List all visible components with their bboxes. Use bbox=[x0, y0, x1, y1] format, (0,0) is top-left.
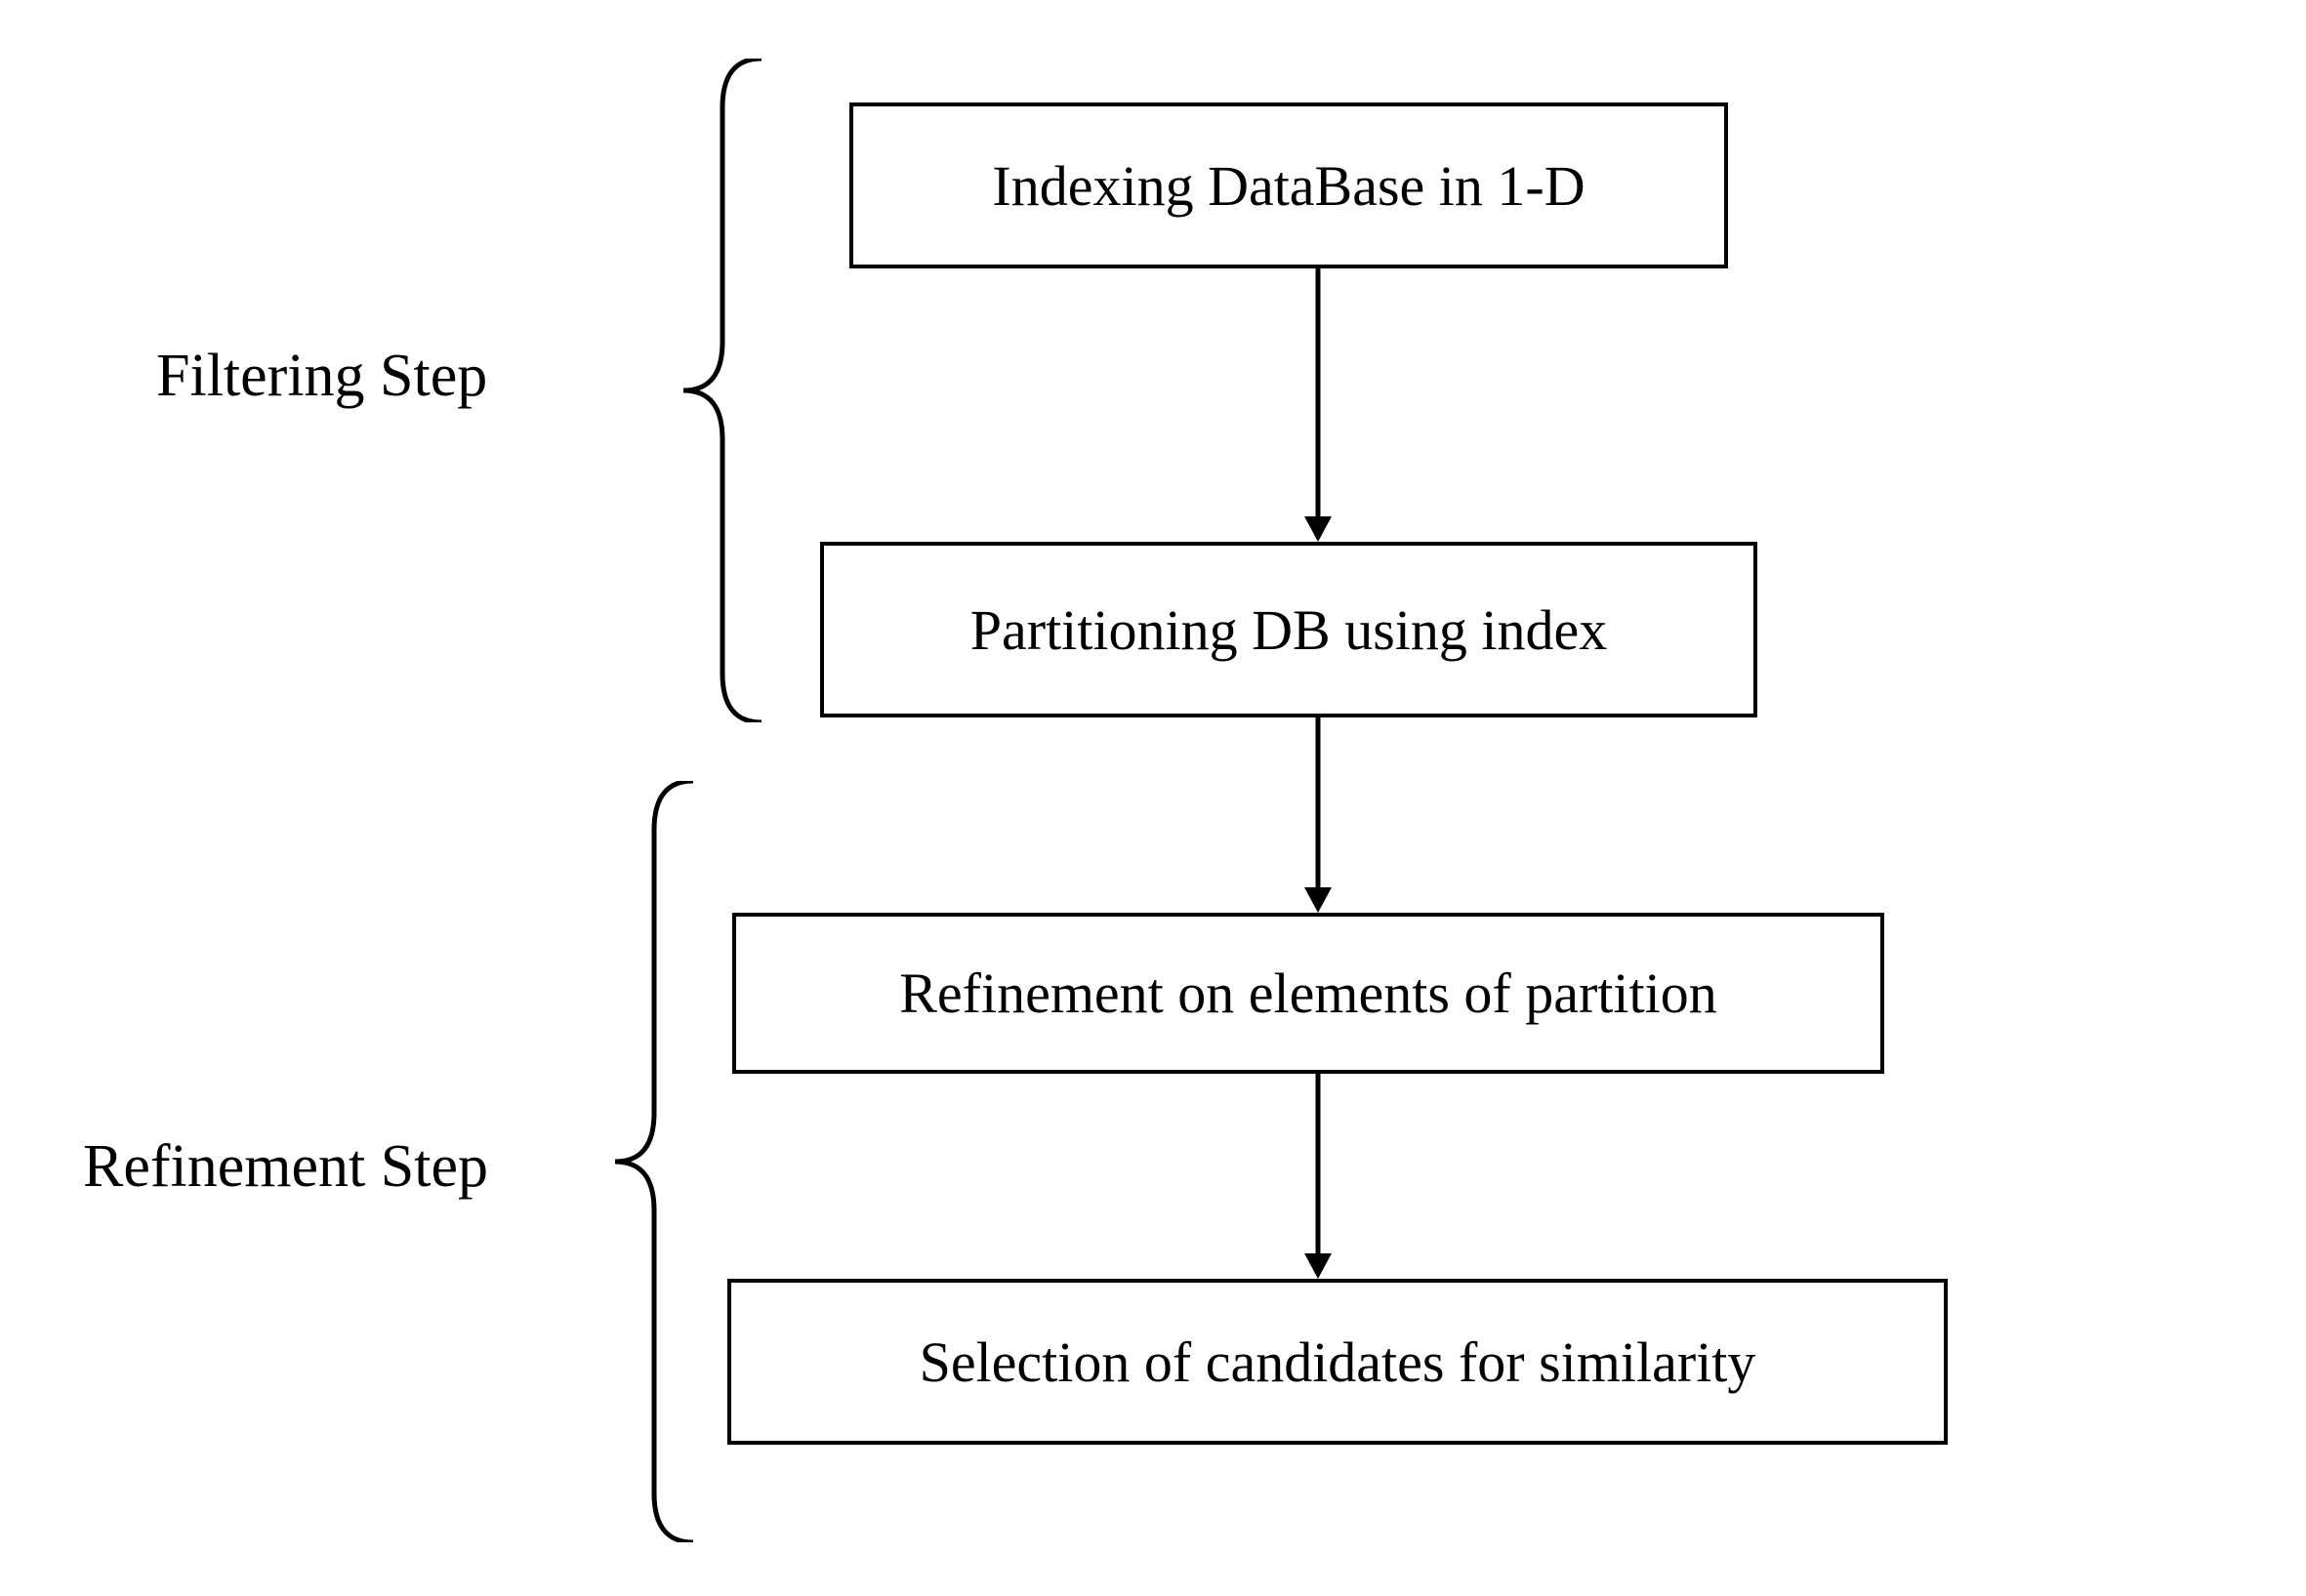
flowchart-diagram: Filtering Step Refinement Step Indexing … bbox=[0, 0, 2306, 1596]
filtering-step-label: Filtering Step bbox=[156, 342, 487, 411]
refinement-step-label: Refinement Step bbox=[83, 1132, 488, 1202]
arrow-2-3 bbox=[1298, 717, 1338, 913]
node-indexing: Indexing DataBase in 1-D bbox=[849, 102, 1728, 268]
node-label: Partitioning DB using index bbox=[951, 597, 1627, 663]
node-selection: Selection of candidates for similarity bbox=[727, 1279, 1948, 1445]
group-label-text: Refinement Step bbox=[83, 1133, 488, 1200]
node-partitioning: Partitioning DB using index bbox=[820, 542, 1757, 717]
node-label: Refinement on elements of partition bbox=[880, 961, 1737, 1026]
arrow-3-4 bbox=[1298, 1074, 1338, 1279]
refinement-brace bbox=[605, 781, 703, 1542]
node-label: Indexing DataBase in 1-D bbox=[972, 153, 1604, 219]
filtering-brace bbox=[674, 59, 771, 722]
group-label-text: Filtering Step bbox=[156, 343, 487, 409]
node-label: Selection of candidates for similarity bbox=[900, 1330, 1776, 1395]
node-refinement: Refinement on elements of partition bbox=[732, 913, 1884, 1074]
arrow-1-2 bbox=[1298, 268, 1338, 542]
